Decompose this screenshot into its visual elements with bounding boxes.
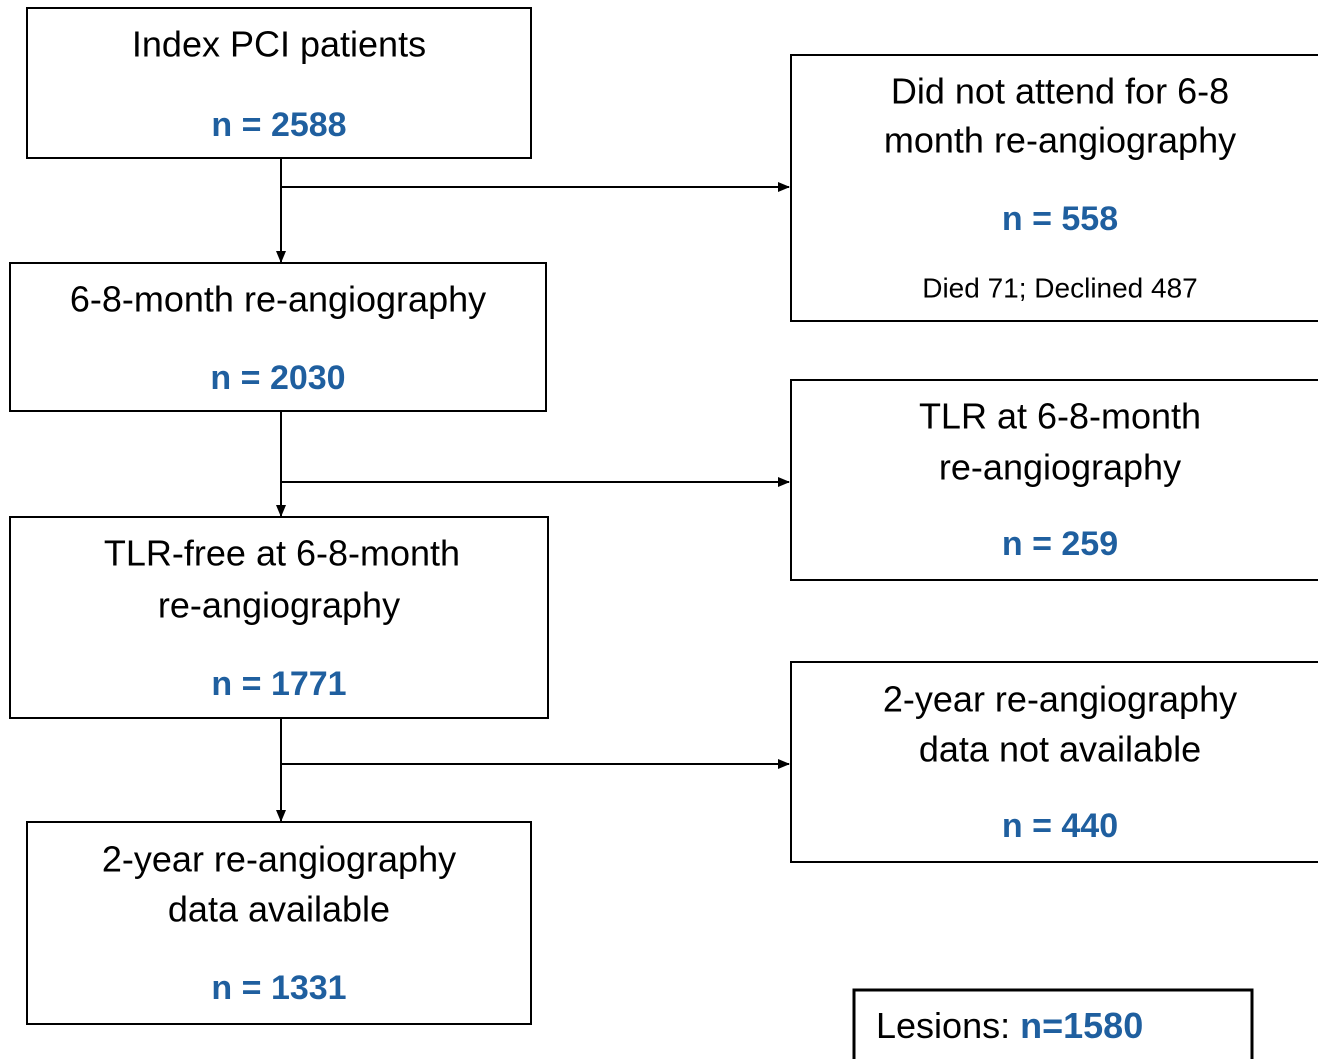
box-label: Did not attend for 6-8 bbox=[891, 71, 1229, 112]
box-label: re-angiography bbox=[158, 585, 400, 626]
box-count: n = 2588 bbox=[211, 106, 346, 144]
box-count: n = 1331 bbox=[211, 969, 346, 1007]
box-count: n = 558 bbox=[1002, 200, 1118, 238]
box-label: re-angiography bbox=[939, 447, 1181, 488]
lesions-count: n=1580 bbox=[1020, 1005, 1143, 1046]
box-label: Index PCI patients bbox=[132, 24, 426, 65]
lesions-label: Lesions: bbox=[876, 1005, 1010, 1046]
box bbox=[26, 7, 532, 159]
box-label: TLR-free at 6-8-month bbox=[104, 533, 460, 574]
box-count: n = 2030 bbox=[210, 359, 345, 397]
box bbox=[9, 516, 549, 719]
exclusion-box bbox=[790, 379, 1318, 581]
box bbox=[26, 821, 532, 1025]
box-label: data not available bbox=[919, 729, 1201, 770]
box-label: 2-year re-angiography bbox=[883, 679, 1237, 720]
box-label: month re-angiography bbox=[884, 120, 1236, 161]
box-label: TLR at 6-8-month bbox=[919, 396, 1201, 437]
box-label: data available bbox=[168, 889, 390, 930]
box-label: 2-year re-angiography bbox=[102, 839, 456, 880]
box-count: n = 259 bbox=[1002, 525, 1118, 563]
exclusion-box bbox=[790, 54, 1318, 322]
box-count: n = 1771 bbox=[211, 665, 346, 703]
lesions-box bbox=[852, 988, 1254, 1059]
box-detail: Died 71; Declined 487 bbox=[922, 272, 1198, 303]
exclusion-box bbox=[790, 661, 1318, 863]
box-label: 6-8-month re-angiography bbox=[70, 279, 486, 320]
box-count: n = 440 bbox=[1002, 807, 1118, 845]
lesions-text: Lesions: n=1580 bbox=[876, 1005, 1143, 1046]
box bbox=[9, 262, 547, 412]
